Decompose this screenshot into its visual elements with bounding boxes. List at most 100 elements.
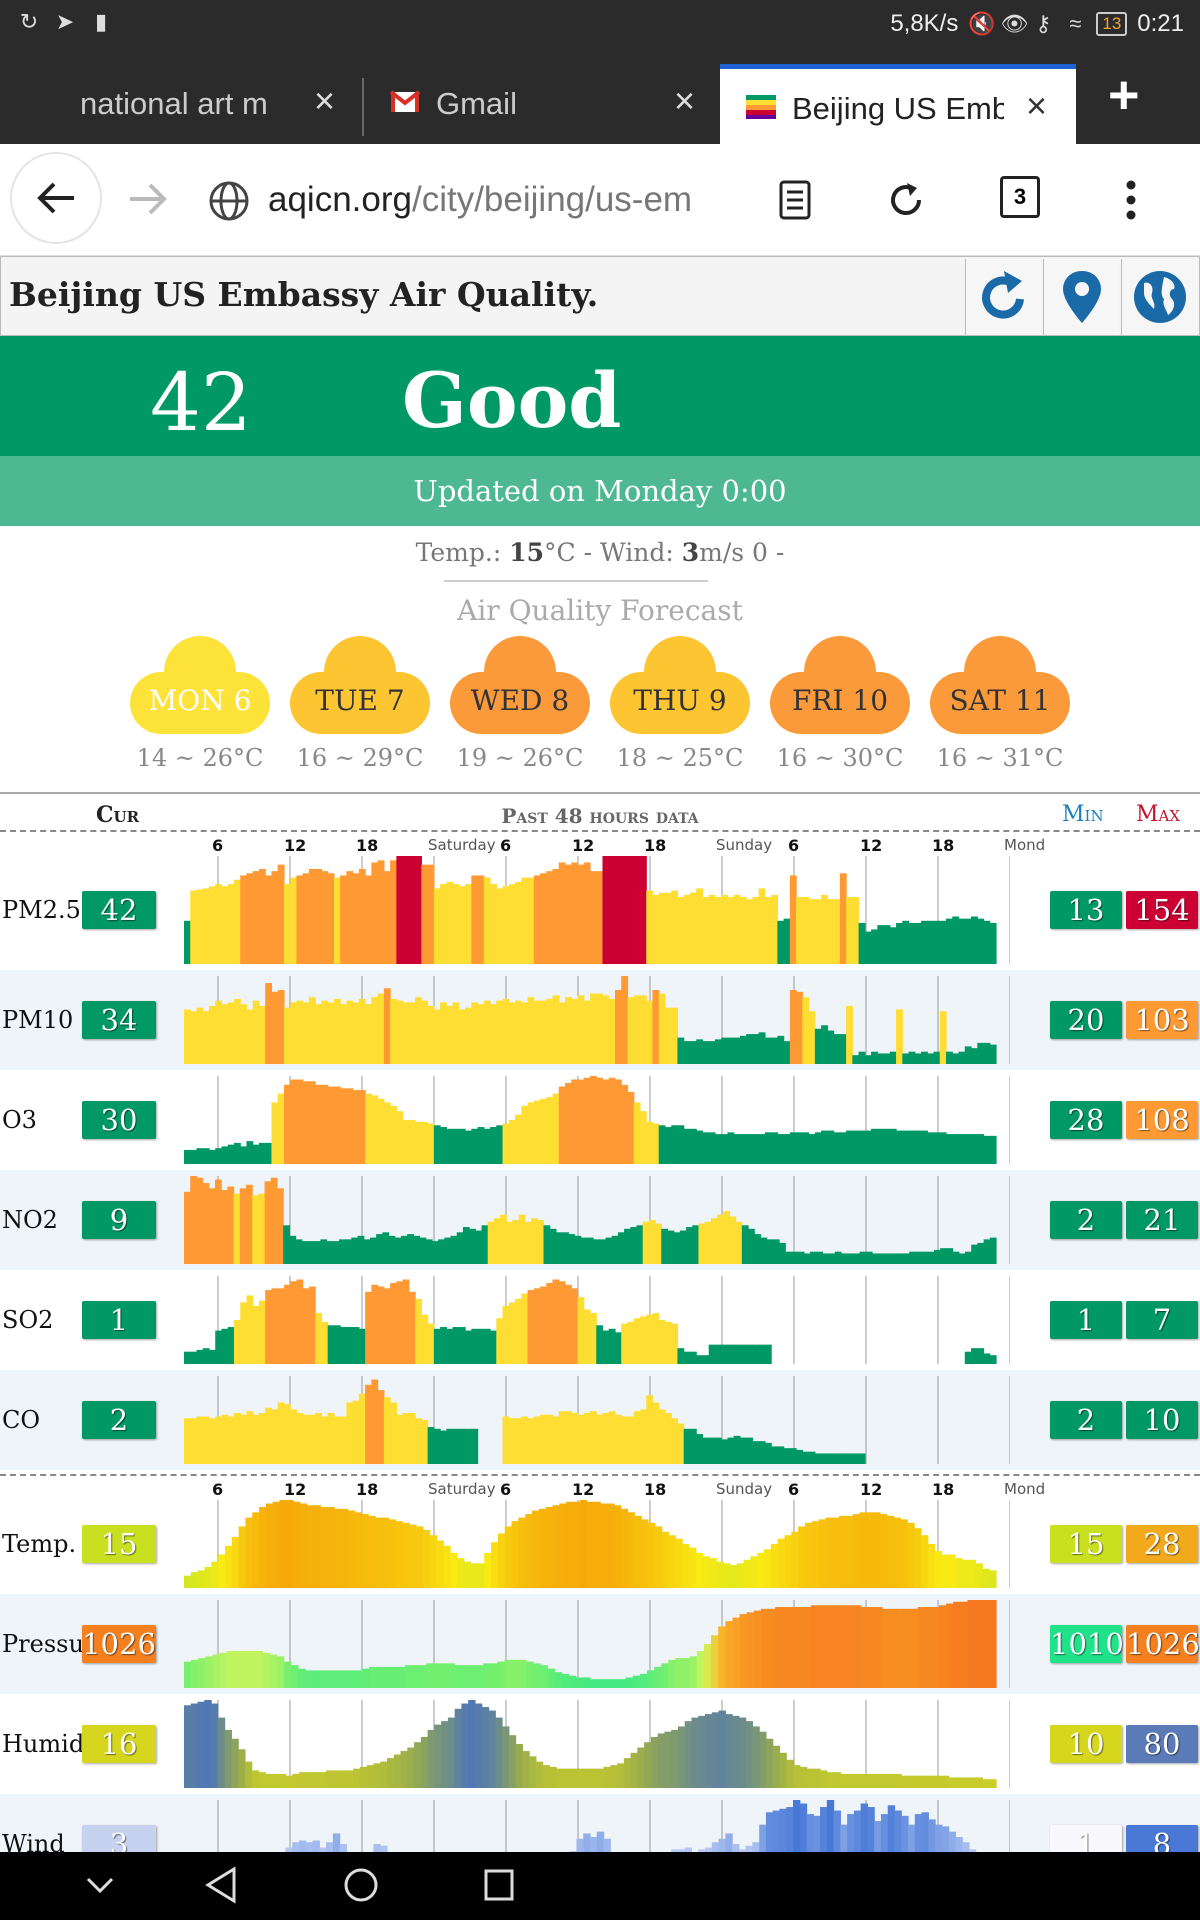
close-icon[interactable]: × xyxy=(674,80,696,121)
reload-icon[interactable] xyxy=(886,180,926,220)
history-bar xyxy=(440,884,447,964)
history-bar xyxy=(269,1654,278,1688)
history-bar xyxy=(246,873,254,964)
tab-gmail[interactable]: Gmail × xyxy=(364,64,720,144)
hide-keyboard-icon[interactable] xyxy=(86,1876,114,1894)
recents-nav-icon[interactable] xyxy=(482,1866,516,1904)
history-bar xyxy=(907,1522,915,1588)
history-bar xyxy=(696,1130,704,1164)
globe-icon xyxy=(1134,271,1186,323)
history-bar xyxy=(315,868,323,964)
axis-tick-label: 18 xyxy=(932,836,955,855)
history-bar xyxy=(633,995,641,1064)
history-bar xyxy=(252,1414,260,1464)
tab-national-art[interactable]: national art m × xyxy=(0,64,362,144)
tab-count-button[interactable]: 3 xyxy=(1000,176,1040,218)
battery-level: 13 xyxy=(1096,12,1128,36)
history-bar xyxy=(569,1768,578,1788)
axis-tick-label: 6 xyxy=(212,836,224,855)
back-button[interactable] xyxy=(10,152,102,244)
history-bar xyxy=(646,1670,655,1688)
history-bar xyxy=(302,1414,310,1464)
history-bar xyxy=(654,1526,663,1588)
home-nav-icon[interactable] xyxy=(342,1866,380,1904)
history-bar xyxy=(759,1731,767,1788)
history-bar xyxy=(758,1032,766,1064)
history-bar xyxy=(644,1742,652,1788)
tab-beijing[interactable]: Beijing US Emb × xyxy=(720,64,1076,144)
forecast-day: THU 9 xyxy=(633,684,727,717)
history-bar xyxy=(383,871,391,964)
history-bar xyxy=(646,1000,654,1064)
history-bar xyxy=(623,1758,632,1788)
history-bar xyxy=(646,1395,654,1464)
history-bar xyxy=(419,1237,427,1264)
history-bar xyxy=(789,875,797,964)
history-bar xyxy=(490,1127,497,1164)
history-bar xyxy=(847,1773,855,1788)
overflow-menu-icon[interactable] xyxy=(1124,178,1138,222)
divider xyxy=(444,580,708,582)
history-bar xyxy=(671,1729,679,1788)
refresh-button[interactable] xyxy=(965,259,1041,335)
history-bar xyxy=(633,856,641,964)
history-bar xyxy=(646,1121,654,1164)
history-bar xyxy=(741,1225,749,1264)
history-bar xyxy=(525,1514,533,1588)
history-bar xyxy=(618,1679,627,1688)
history-bar xyxy=(271,1773,280,1788)
history-bar xyxy=(283,1225,290,1264)
new-tab-button[interactable]: + xyxy=(1108,65,1140,125)
history-bar xyxy=(471,1128,479,1164)
history-bar xyxy=(927,920,935,964)
history-bar xyxy=(664,1007,672,1064)
history-bar xyxy=(458,1128,466,1164)
history-bar-chart xyxy=(184,1600,1010,1688)
history-bar xyxy=(927,1053,935,1064)
history-bar xyxy=(493,1218,501,1264)
history-bar xyxy=(427,1427,435,1464)
history-bar xyxy=(789,990,797,1064)
history-bar xyxy=(277,1402,285,1464)
history-bar xyxy=(376,1666,385,1688)
close-icon[interactable]: × xyxy=(1026,85,1048,126)
history-bar xyxy=(718,1626,726,1688)
forward-arrow-icon[interactable] xyxy=(128,182,168,216)
history-bar xyxy=(358,1393,366,1464)
history-bar xyxy=(371,1284,379,1364)
back-nav-icon[interactable] xyxy=(204,1866,238,1904)
history-bar xyxy=(296,1279,304,1364)
history-bar xyxy=(433,1009,441,1064)
url-field[interactable]: aqicn.org/city/beijing/us-em xyxy=(268,180,738,220)
history-bar xyxy=(655,1223,662,1264)
history-bar xyxy=(314,1241,321,1264)
history-bar xyxy=(334,1508,342,1588)
history-bar xyxy=(977,1242,985,1264)
history-bar xyxy=(383,1397,391,1464)
history-bar xyxy=(440,1430,447,1464)
history-bar xyxy=(832,1517,840,1588)
history-bar xyxy=(373,1763,381,1788)
history-bar xyxy=(758,1344,766,1364)
history-bar xyxy=(465,884,472,964)
history-bar xyxy=(408,1291,416,1364)
world-map-button[interactable] xyxy=(1121,259,1197,335)
location-button[interactable] xyxy=(1043,259,1119,335)
history-bar xyxy=(599,1239,607,1264)
history-bar xyxy=(654,1666,662,1688)
history-bar xyxy=(796,897,803,964)
history-bar xyxy=(276,1656,285,1688)
history-bar xyxy=(673,1232,681,1264)
history-bar xyxy=(617,1232,625,1264)
history-bar xyxy=(827,1130,835,1164)
history-bar xyxy=(789,1448,797,1464)
history-bar xyxy=(840,1773,848,1788)
history-bar xyxy=(233,1651,242,1688)
close-icon[interactable]: × xyxy=(314,80,336,121)
history-bar xyxy=(502,998,510,1064)
history-bar xyxy=(596,1077,604,1164)
history-bar xyxy=(743,1559,751,1588)
reader-mode-icon[interactable] xyxy=(778,180,812,220)
history-bar xyxy=(847,1814,855,1888)
history-bar xyxy=(264,1181,272,1264)
